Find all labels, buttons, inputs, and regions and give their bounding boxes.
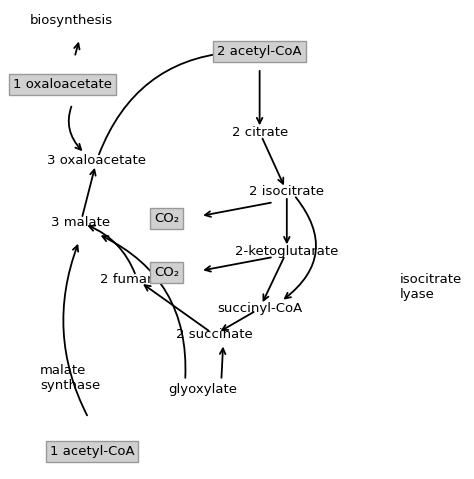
Text: glyoxylate: glyoxylate	[168, 383, 237, 396]
Text: 3 malate: 3 malate	[51, 217, 110, 229]
Text: 2 isocitrate: 2 isocitrate	[249, 185, 324, 198]
Text: 2 acetyl-CoA: 2 acetyl-CoA	[217, 45, 302, 58]
Text: 1 oxaloacetate: 1 oxaloacetate	[13, 78, 112, 91]
Text: 2 succinate: 2 succinate	[176, 328, 253, 341]
Text: 2 fumarate: 2 fumarate	[100, 274, 174, 286]
Text: 2-ketoglutarate: 2-ketoglutarate	[235, 245, 338, 258]
Text: biosynthesis: biosynthesis	[30, 14, 113, 27]
Text: CO₂: CO₂	[154, 266, 179, 279]
Text: succinyl-CoA: succinyl-CoA	[217, 302, 302, 315]
Text: 2 citrate: 2 citrate	[231, 126, 288, 139]
Text: 1 acetyl-CoA: 1 acetyl-CoA	[50, 445, 134, 458]
Text: isocitrate
lyase: isocitrate lyase	[400, 273, 462, 301]
Text: CO₂: CO₂	[154, 212, 179, 225]
Text: 3 oxaloacetate: 3 oxaloacetate	[47, 154, 146, 168]
Text: malate
synthase: malate synthase	[40, 364, 100, 392]
